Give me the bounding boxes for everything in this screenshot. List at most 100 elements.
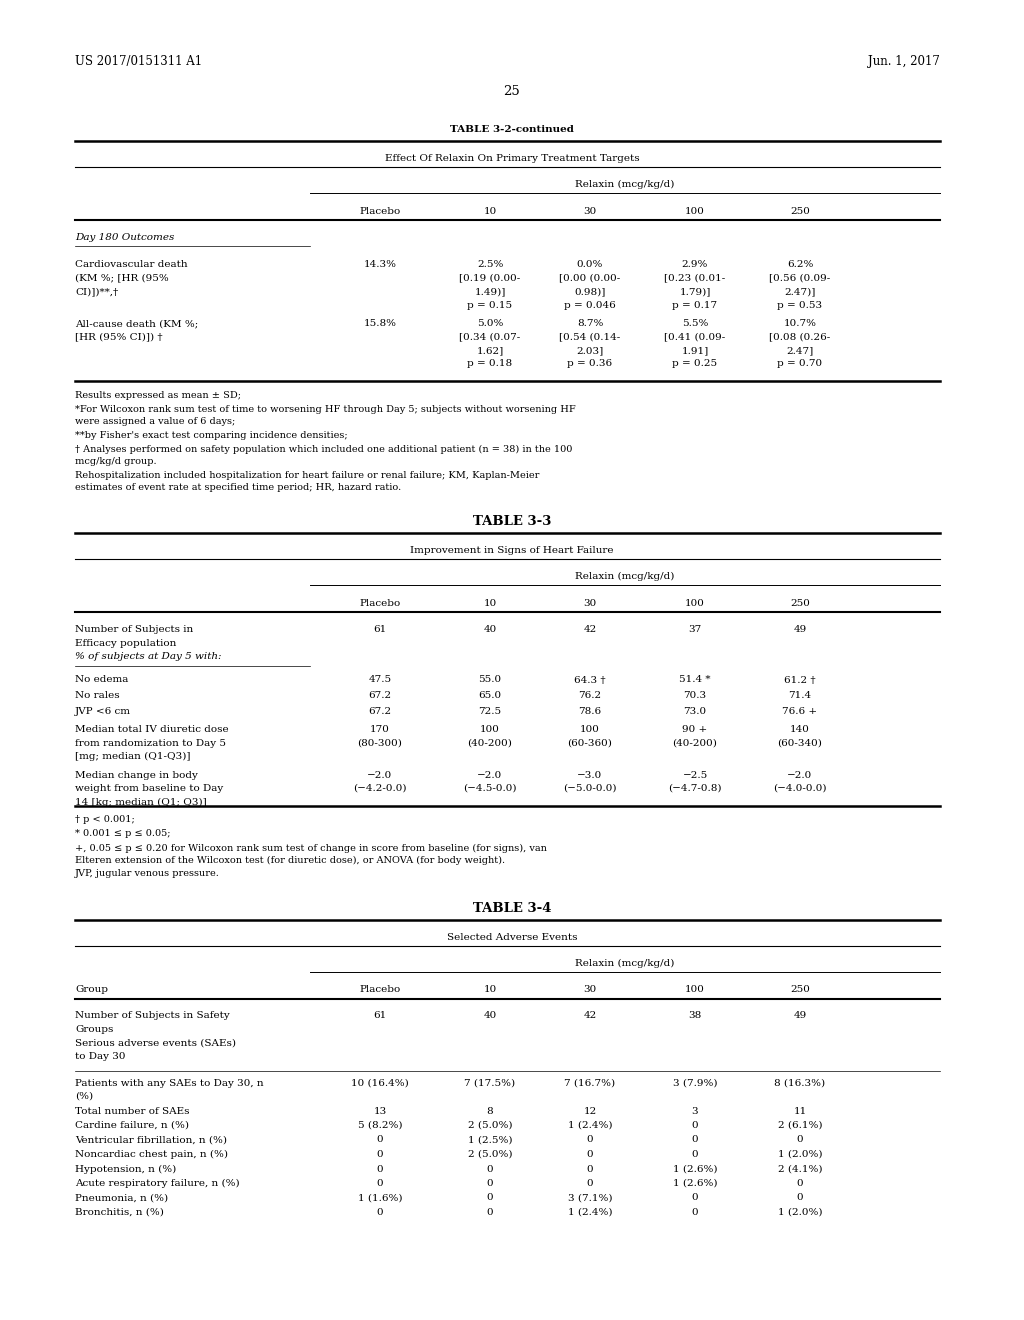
Text: TABLE 3-2-continued: TABLE 3-2-continued <box>451 125 573 135</box>
Text: 72.5: 72.5 <box>478 706 502 715</box>
Text: 0.98)]: 0.98)] <box>574 286 605 296</box>
Text: 73.0: 73.0 <box>683 706 707 715</box>
Text: p = 0.15: p = 0.15 <box>467 301 513 309</box>
Text: [0.41 (0.09-: [0.41 (0.09- <box>665 333 726 342</box>
Text: p = 0.36: p = 0.36 <box>567 359 612 368</box>
Text: p = 0.046: p = 0.046 <box>564 301 615 309</box>
Text: p = 0.17: p = 0.17 <box>673 301 718 309</box>
Text: **by Fisher's exact test comparing incidence densities;: **by Fisher's exact test comparing incid… <box>75 432 347 440</box>
Text: 55.0: 55.0 <box>478 676 502 685</box>
Text: (−4.5-0.0): (−4.5-0.0) <box>463 784 517 793</box>
Text: from randomization to Day 5: from randomization to Day 5 <box>75 738 226 747</box>
Text: 2.5%: 2.5% <box>477 260 503 269</box>
Text: estimates of event rate at specified time period; HR, hazard ratio.: estimates of event rate at specified tim… <box>75 483 401 492</box>
Text: 65.0: 65.0 <box>478 690 502 700</box>
Text: No rales: No rales <box>75 690 120 700</box>
Text: 0: 0 <box>377 1150 383 1159</box>
Text: 8: 8 <box>486 1106 494 1115</box>
Text: Median change in body: Median change in body <box>75 771 198 780</box>
Text: † Analyses performed on safety population which included one additional patient : † Analyses performed on safety populatio… <box>75 445 572 454</box>
Text: (−4.2-0.0): (−4.2-0.0) <box>353 784 407 793</box>
Text: 0: 0 <box>797 1179 803 1188</box>
Text: Rehospitalization included hospitalization for heart failure or renal failure; K: Rehospitalization included hospitalizati… <box>75 471 540 480</box>
Text: 10: 10 <box>483 599 497 609</box>
Text: 0: 0 <box>486 1193 494 1203</box>
Text: 170: 170 <box>370 725 390 734</box>
Text: Cardiovascular death: Cardiovascular death <box>75 260 187 269</box>
Text: Hypotension, n (%): Hypotension, n (%) <box>75 1164 176 1173</box>
Text: 1.62]: 1.62] <box>476 346 504 355</box>
Text: 47.5: 47.5 <box>369 676 391 685</box>
Text: 3: 3 <box>691 1106 698 1115</box>
Text: Day 180 Outcomes: Day 180 Outcomes <box>75 234 174 242</box>
Text: 250: 250 <box>791 986 810 994</box>
Text: Improvement in Signs of Heart Failure: Improvement in Signs of Heart Failure <box>411 546 613 554</box>
Text: 76.6 +: 76.6 + <box>782 706 817 715</box>
Text: 30: 30 <box>584 599 597 609</box>
Text: Number of Subjects in: Number of Subjects in <box>75 624 194 634</box>
Text: Serious adverse events (SAEs): Serious adverse events (SAEs) <box>75 1039 236 1048</box>
Text: −2.0: −2.0 <box>368 771 392 780</box>
Text: mcg/kg/d group.: mcg/kg/d group. <box>75 457 157 466</box>
Text: 0: 0 <box>486 1179 494 1188</box>
Text: 0: 0 <box>691 1121 698 1130</box>
Text: 78.6: 78.6 <box>579 706 601 715</box>
Text: 51.4 *: 51.4 * <box>679 676 711 685</box>
Text: Bronchitis, n (%): Bronchitis, n (%) <box>75 1208 164 1217</box>
Text: 1 (2.0%): 1 (2.0%) <box>778 1208 822 1217</box>
Text: 76.2: 76.2 <box>579 690 601 700</box>
Text: Placebo: Placebo <box>359 599 400 609</box>
Text: (60-340): (60-340) <box>777 738 822 747</box>
Text: [0.23 (0.01-: [0.23 (0.01- <box>665 273 726 282</box>
Text: (−5.0-0.0): (−5.0-0.0) <box>563 784 616 793</box>
Text: (−4.0-0.0): (−4.0-0.0) <box>773 784 826 793</box>
Text: Selected Adverse Events: Selected Adverse Events <box>446 932 578 941</box>
Text: 0: 0 <box>587 1150 593 1159</box>
Text: % of subjects at Day 5 with:: % of subjects at Day 5 with: <box>75 652 221 661</box>
Text: Median total IV diuretic dose: Median total IV diuretic dose <box>75 725 228 734</box>
Text: 1 (1.6%): 1 (1.6%) <box>357 1193 402 1203</box>
Text: 30: 30 <box>584 207 597 216</box>
Text: CI)])**,†: CI)])**,† <box>75 286 118 296</box>
Text: 67.2: 67.2 <box>369 706 391 715</box>
Text: (60-360): (60-360) <box>567 738 612 747</box>
Text: Cardine failure, n (%): Cardine failure, n (%) <box>75 1121 189 1130</box>
Text: (40-200): (40-200) <box>468 738 512 747</box>
Text: 14 [kg; median (Q1; Q3)]: 14 [kg; median (Q1; Q3)] <box>75 797 207 807</box>
Text: 0: 0 <box>691 1135 698 1144</box>
Text: 2.47]: 2.47] <box>786 346 814 355</box>
Text: 61: 61 <box>374 1011 387 1020</box>
Text: 2.47)]: 2.47)] <box>784 286 816 296</box>
Text: 0: 0 <box>587 1135 593 1144</box>
Text: JVP <6 cm: JVP <6 cm <box>75 706 131 715</box>
Text: 100: 100 <box>685 986 705 994</box>
Text: 2.9%: 2.9% <box>682 260 709 269</box>
Text: 100: 100 <box>580 725 600 734</box>
Text: 49: 49 <box>794 624 807 634</box>
Text: 1 (2.4%): 1 (2.4%) <box>567 1208 612 1217</box>
Text: Results expressed as mean ± SD;: Results expressed as mean ± SD; <box>75 391 241 400</box>
Text: 30: 30 <box>584 986 597 994</box>
Text: 0: 0 <box>691 1193 698 1203</box>
Text: 0: 0 <box>797 1193 803 1203</box>
Text: 42: 42 <box>584 624 597 634</box>
Text: p = 0.70: p = 0.70 <box>777 359 822 368</box>
Text: p = 0.53: p = 0.53 <box>777 301 822 309</box>
Text: 0: 0 <box>377 1164 383 1173</box>
Text: 49: 49 <box>794 1011 807 1020</box>
Text: Ventricular fibrillation, n (%): Ventricular fibrillation, n (%) <box>75 1135 227 1144</box>
Text: 1 (2.4%): 1 (2.4%) <box>567 1121 612 1130</box>
Text: 70.3: 70.3 <box>683 690 707 700</box>
Text: *For Wilcoxon rank sum test of time to worsening HF through Day 5; subjects with: *For Wilcoxon rank sum test of time to w… <box>75 405 575 414</box>
Text: 100: 100 <box>685 599 705 609</box>
Text: [0.00 (0.00-: [0.00 (0.00- <box>559 273 621 282</box>
Text: −2.0: −2.0 <box>787 771 813 780</box>
Text: TABLE 3-3: TABLE 3-3 <box>473 515 551 528</box>
Text: 61.2 †: 61.2 † <box>784 676 816 685</box>
Text: 10: 10 <box>483 207 497 216</box>
Text: (KM %; [HR (95%: (KM %; [HR (95% <box>75 273 169 282</box>
Text: 25: 25 <box>504 84 520 98</box>
Text: 0: 0 <box>377 1135 383 1144</box>
Text: Acute respiratory failure, n (%): Acute respiratory failure, n (%) <box>75 1179 240 1188</box>
Text: 90 +: 90 + <box>682 725 708 734</box>
